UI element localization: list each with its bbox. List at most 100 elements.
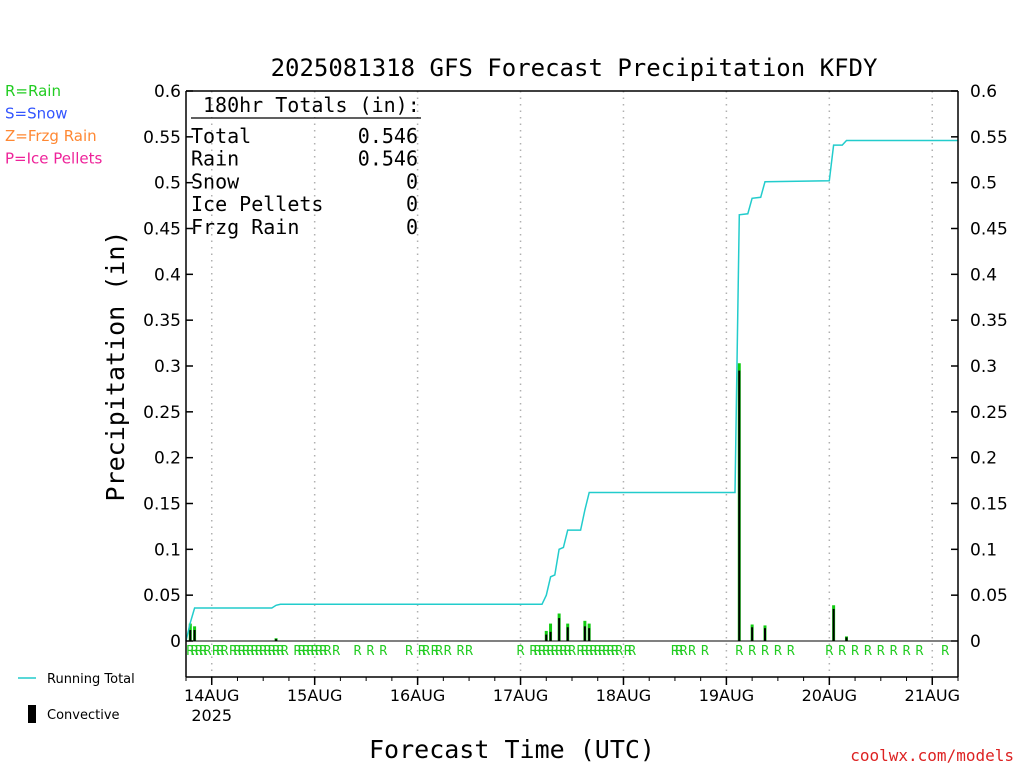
y-tick-label-left: 0.2: [154, 449, 181, 469]
ptype-mark: R: [238, 644, 246, 659]
ptype-mark: R: [457, 644, 465, 659]
ptype-mark: R: [761, 644, 769, 659]
convective-bar: [845, 637, 848, 641]
convective-legend-label: Convective: [47, 708, 120, 723]
ptype-mark: R: [306, 644, 314, 659]
ptype-mark: R: [547, 644, 555, 659]
ptype-mark: R: [577, 644, 585, 659]
ptype-mark: R: [221, 644, 229, 659]
x-tick-label: 18AUG: [596, 686, 651, 705]
ptype-mark: R: [332, 644, 340, 659]
ptype-mark: R: [212, 644, 220, 659]
ptype-mark: R: [534, 644, 542, 659]
convective-bar: [583, 626, 586, 641]
y-tick-label-right: 0.4: [970, 265, 997, 285]
ptype-mark: R: [568, 644, 576, 659]
ptype-mark: R: [229, 644, 237, 659]
ptype-mark: R: [298, 644, 306, 659]
y-tick-label-left: 0.35: [143, 311, 181, 331]
ptype-mark: R: [302, 644, 310, 659]
ptype-mark: R: [787, 644, 795, 659]
ptype-mark: R: [903, 644, 911, 659]
y-tick-label-left: 0.05: [143, 586, 181, 606]
chart-title: 2025081318 GFS Forecast Precipitation KF…: [271, 54, 878, 82]
ptype-mark: R: [628, 644, 636, 659]
totals-row-label: Rain: [191, 147, 239, 171]
y-tick-label-right: 0.05: [970, 586, 1008, 606]
ptype-mark: R: [825, 644, 833, 659]
totals-row-value: 0: [406, 169, 418, 193]
ptype-mark: R: [607, 644, 615, 659]
ptype-mark: R: [272, 644, 280, 659]
ptype-mark: R: [251, 644, 259, 659]
ptype-mark: R: [367, 644, 375, 659]
y-tick-label-right: 0.35: [970, 311, 1008, 331]
totals-row-label: Snow: [191, 169, 240, 193]
totals-header: 180hr Totals (in):: [203, 93, 420, 117]
convective-bar: [545, 634, 548, 641]
ptype-mark: R: [405, 644, 413, 659]
ptype-mark: R: [431, 644, 439, 659]
ptype-mark: R: [281, 644, 289, 659]
ptype-mark: R: [517, 644, 525, 659]
y-tick-label-left: 0.4: [154, 265, 181, 285]
ptype-mark: R: [688, 644, 696, 659]
totals-row-value: 0: [406, 192, 418, 216]
ptype-mark: R: [774, 644, 782, 659]
y-tick-label-left: 0.45: [143, 220, 181, 240]
legend-entry: R=Rain: [5, 82, 61, 100]
y-tick-label-left: 0.25: [143, 403, 181, 423]
y-tick-label-right: 0.5: [970, 174, 997, 194]
ptype-mark: R: [551, 644, 559, 659]
ptype-mark: R: [594, 644, 602, 659]
ptype-mark: R: [324, 644, 332, 659]
x-tick-label: 21AUG: [905, 686, 960, 705]
convective-bar: [566, 627, 569, 641]
ptype-mark: R: [585, 644, 593, 659]
totals-box: 180hr Totals (in): Total 0.546 Rain 0.546 Sno…: [191, 93, 421, 239]
ptype-mark: R: [216, 644, 224, 659]
convective-bar: [275, 639, 278, 641]
convective-bar: [558, 618, 561, 641]
y-tick-label-right: 0.1: [970, 540, 997, 560]
convective-bar: [193, 630, 196, 641]
ptype-mark: R: [838, 644, 846, 659]
ptype-mark: R: [294, 644, 302, 659]
ptype-mark: R: [276, 644, 284, 659]
ptype-mark: R: [877, 644, 885, 659]
totals-row-value: 0.546: [358, 124, 418, 148]
precip-bars: [188, 363, 848, 641]
y-tick-label-left: 0: [170, 632, 181, 652]
ptype-mark: R: [581, 644, 589, 659]
x-tick-label: 20AUG: [802, 686, 857, 705]
ptype-mark: R: [851, 644, 859, 659]
running-total-line: [185, 139, 958, 642]
ptype-mark: R: [255, 644, 263, 659]
ptype-mark: R: [191, 644, 199, 659]
x-tick-label: 14AUG: [184, 686, 239, 705]
y-axis-label: Precipitation (in): [101, 231, 130, 502]
ptype-mark: R: [701, 644, 709, 659]
convective-bar: [738, 370, 741, 641]
legend-entry: S=Snow: [5, 105, 68, 123]
ptype-mark: R: [319, 644, 327, 659]
y-tick-label-right: 0.55: [970, 128, 1008, 148]
ptype-mark: R: [186, 644, 194, 659]
y-tick-label-left: 0.55: [143, 128, 181, 148]
x-year-label: 2025: [191, 706, 232, 725]
ptype-mark: R: [602, 644, 610, 659]
credit-text: coolwx.com/models: [850, 746, 1014, 765]
ptype-mark: R: [864, 644, 872, 659]
ptype-mark: R: [615, 644, 623, 659]
convective-bar: [189, 630, 192, 641]
convective-legend-swatch: [28, 705, 36, 723]
x-tick-label: 19AUG: [699, 686, 754, 705]
ptype-mark: R: [748, 644, 756, 659]
y-tick-label-right: 0.15: [970, 495, 1008, 515]
ptype-mark: R: [444, 644, 452, 659]
ptype-mark: R: [538, 644, 546, 659]
y-tick-label-left: 0.1: [154, 540, 181, 560]
y-tick-label-left: 0.15: [143, 495, 181, 515]
